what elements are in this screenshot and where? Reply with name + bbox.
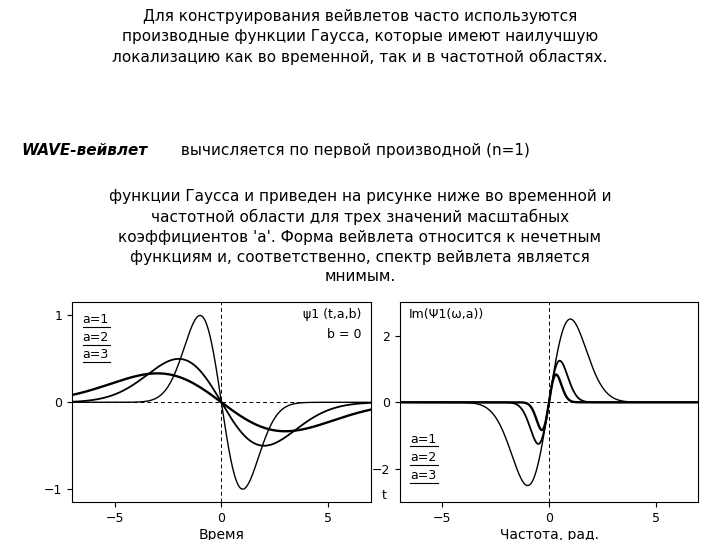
Text: вычисляется по первой производной (n=1): вычисляется по первой производной (n=1) bbox=[176, 143, 530, 158]
X-axis label: Частота, рад.: Частота, рад. bbox=[500, 528, 598, 540]
Text: Для конструирования вейвлетов часто используются
производные функции Гаусса, кот: Для конструирования вейвлетов часто испо… bbox=[112, 9, 608, 65]
Text: a=1: a=1 bbox=[83, 313, 109, 326]
Text: b = 0: b = 0 bbox=[328, 328, 362, 341]
Text: ψ1 (t,a,b): ψ1 (t,a,b) bbox=[303, 308, 362, 321]
Text: a=2: a=2 bbox=[410, 451, 436, 464]
Text: Im(Ψ1(ω,a)): Im(Ψ1(ω,a)) bbox=[408, 308, 484, 321]
X-axis label: Время: Время bbox=[199, 528, 244, 540]
Text: WAVE-вейвлет: WAVE-вейвлет bbox=[22, 143, 148, 158]
Text: a=1: a=1 bbox=[410, 433, 436, 446]
Text: a=2: a=2 bbox=[83, 331, 109, 344]
Text: a=3: a=3 bbox=[83, 348, 109, 361]
Text: a=3: a=3 bbox=[410, 469, 436, 482]
Text: t: t bbox=[382, 489, 387, 502]
Text: функции Гаусса и приведен на рисунке ниже во временной и
частотной области для т: функции Гаусса и приведен на рисунке ниж… bbox=[109, 188, 611, 285]
